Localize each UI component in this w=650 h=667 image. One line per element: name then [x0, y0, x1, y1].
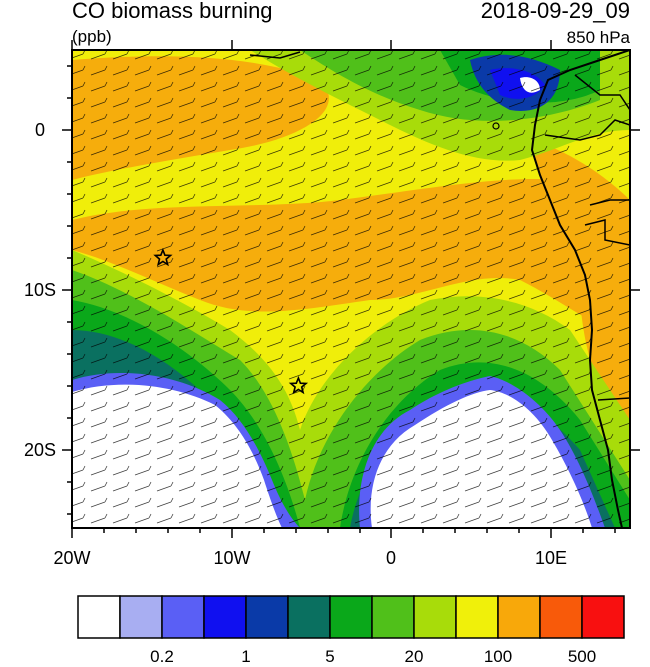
pressure-level-label: 850 hPa — [566, 28, 630, 47]
colorbar-tick-label: 5 — [325, 647, 334, 666]
colorbar-swatch — [161, 595, 205, 639]
colorbar-swatch — [413, 595, 457, 639]
x-axis — [71, 40, 616, 538]
map-datetime: 2018-09-29_09 — [480, 0, 630, 23]
colorbar-swatch — [287, 595, 331, 639]
map-frame — [71, 49, 631, 529]
colorbar-swatch — [245, 595, 289, 639]
star-marker-south — [288, 375, 309, 395]
colorbar-swatch — [539, 595, 583, 639]
colorbar-swatch — [77, 595, 121, 639]
colorbar-swatch — [329, 595, 373, 639]
co-field — [72, 50, 630, 528]
colorbar-labels: 0.2 1 5 20 100 500 — [150, 647, 596, 666]
colorbar-swatch — [581, 595, 625, 639]
colorbar-tick-label: 1 — [241, 647, 250, 666]
colorbar — [77, 595, 625, 639]
colorbar-swatch — [119, 595, 163, 639]
units-label: (ppb) — [72, 27, 112, 46]
colorbar-swatch — [203, 595, 247, 639]
map-title: CO biomass burning — [72, 0, 273, 23]
colorbar-tick-label: 100 — [484, 647, 512, 666]
x-tick-label: 10E — [535, 548, 567, 568]
y-tick-label: 20S — [24, 440, 56, 460]
site-markers — [153, 247, 309, 395]
colorbar-swatch — [497, 595, 541, 639]
colorbar-tick-label: 500 — [568, 647, 596, 666]
y-tick-label: 0 — [35, 120, 45, 140]
star-marker-north — [153, 247, 173, 267]
colorbar-swatch — [371, 595, 415, 639]
x-tick-label: 10W — [213, 548, 250, 568]
x-tick-label: 0 — [386, 548, 396, 568]
colorbar-tick-label: 20 — [405, 647, 424, 666]
y-tick-label: 10S — [24, 280, 56, 300]
colorbar-tick-label: 0.2 — [150, 647, 174, 666]
x-tick-label: 20W — [53, 548, 90, 568]
colorbar-swatch — [455, 595, 499, 639]
y-axis — [62, 65, 640, 515]
